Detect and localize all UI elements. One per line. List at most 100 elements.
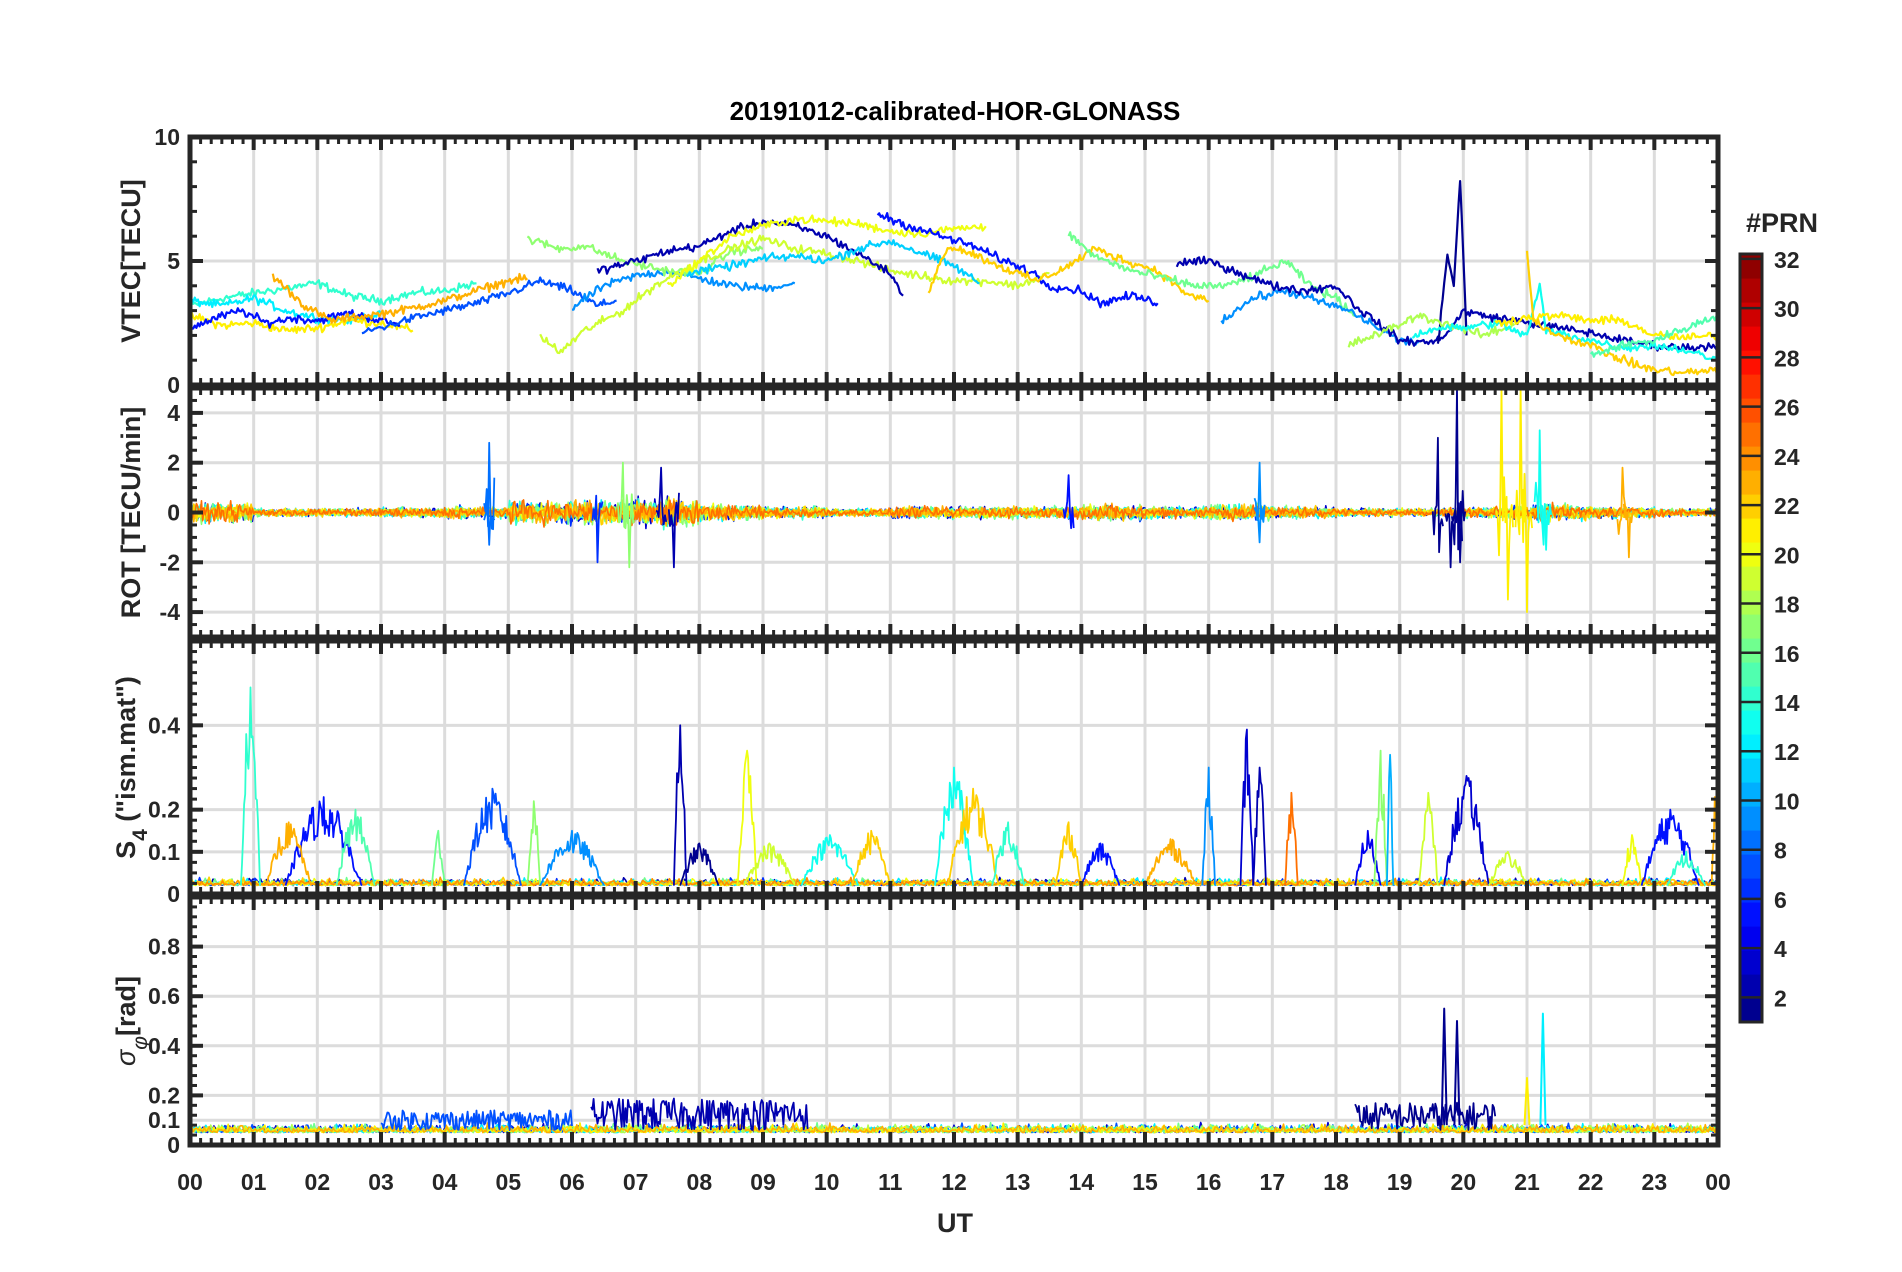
series-line-prn-23: [1144, 838, 1197, 886]
series-line-prn-1: [1451, 388, 1463, 551]
series-line-prn-13: [1533, 429, 1546, 546]
series-line-prn-1: [1453, 1020, 1461, 1126]
colorbar-swatch: [1740, 782, 1762, 807]
series-line-prn-15: [335, 808, 376, 886]
series-line-prn-14: [991, 821, 1025, 886]
y-tick-label: -2: [160, 549, 180, 575]
series-line-prn-22: [1525, 250, 1718, 377]
series-line-prn-5: [1640, 808, 1700, 886]
series-line-prn-20: [736, 749, 758, 886]
colorbar-swatch: [1740, 398, 1762, 423]
colorbar-tick-label: 26: [1774, 395, 1800, 421]
series-line-prn-9: [1253, 461, 1266, 523]
series-line-prn-23: [271, 272, 528, 324]
series-line-prn-19: [743, 842, 796, 887]
x-tick-label: 22: [1578, 1169, 1604, 1195]
series-line-prn-9: [572, 269, 796, 311]
x-axis-label: UT: [937, 1208, 973, 1238]
series-line-prn-1: [1454, 489, 1467, 564]
colorbar-swatch: [1740, 878, 1762, 903]
colorbar-swatch: [1740, 470, 1762, 495]
series-line-prn-17: [526, 235, 764, 277]
y-tick-label: 0: [167, 881, 180, 907]
series-line-prn-17: [623, 493, 636, 569]
y-tick-label: 0.8: [148, 934, 180, 960]
series-line-prn-22: [1055, 821, 1083, 886]
data-lines: [190, 388, 1718, 613]
colorbar-swatch: [1740, 758, 1762, 783]
series-line-prn-23: [265, 821, 312, 886]
colorbar-swatch: [1740, 974, 1762, 999]
series-line-prn-8: [483, 441, 496, 531]
y-axis-label-rest: ("ism.mat"): [111, 676, 141, 829]
y-axis-label: ROT [TECU/min]: [116, 407, 146, 618]
colorbar-tick-label: 22: [1774, 493, 1800, 519]
x-tick-label: 12: [941, 1169, 967, 1195]
series-line-prn-17: [1373, 749, 1388, 886]
x-tick-label: 16: [1196, 1169, 1222, 1195]
series-line-prn-2: [1252, 766, 1267, 886]
series-line-prn-23: [1622, 503, 1635, 559]
panel-sigma_phi: 00.10.2 0.4 0.6 0.8 σφ[rad]: [111, 894, 1721, 1158]
x-tick-label: 01: [241, 1169, 267, 1195]
y-tick-label: 10: [154, 124, 180, 150]
colorbar-swatch: [1740, 926, 1762, 951]
panel-s4: 00.10.20.4S4 ("ism.mat"): [111, 638, 1721, 907]
colorbar-swatch: [1740, 422, 1762, 447]
colorbar-tick-label: 4: [1774, 936, 1787, 962]
series-line-prn-21: [1501, 487, 1514, 601]
series-line-prn-18: [1347, 312, 1516, 348]
x-tick-label: 19: [1387, 1169, 1413, 1195]
colorbar-swatch: [1740, 710, 1762, 735]
colorbar-swatch: [1740, 662, 1762, 687]
colorbar-tick-label: 12: [1774, 739, 1800, 765]
colorbar-swatch: [1740, 854, 1762, 879]
series-line-prn-3: [1239, 728, 1255, 886]
x-tick-label: 17: [1260, 1169, 1286, 1195]
y-axis-label-subscript: 4: [129, 829, 152, 841]
series-line-prn-9: [1253, 504, 1266, 544]
series-line-prn-25: [1284, 791, 1299, 886]
x-tick-label: 08: [687, 1169, 713, 1195]
y-axis-label-rest: [rad]: [111, 976, 141, 1036]
colorbar-swatch: [1740, 734, 1762, 759]
x-tick-label: 00: [177, 1169, 203, 1195]
series-line-prn-22: [946, 787, 1000, 886]
y-tick-label: 0: [167, 500, 180, 526]
series-line-prn-1: [1354, 1101, 1497, 1131]
colorbar-tick-label: 18: [1774, 592, 1800, 618]
colorbar-title: #PRN: [1746, 208, 1818, 238]
series-line-prn-2: [1175, 255, 1718, 352]
x-tick-label: 21: [1514, 1169, 1540, 1195]
y-tick-label: 0: [167, 372, 180, 398]
colorbar-swatch: [1740, 566, 1762, 591]
colorbar-swatch: [1740, 686, 1762, 711]
colorbar-tick-label: 24: [1774, 444, 1800, 470]
data-lines: [190, 180, 1718, 377]
series-line-prn-9: [1201, 766, 1216, 886]
series-line-prn-1: [1444, 507, 1457, 569]
series-line-prn-19: [1488, 850, 1528, 887]
x-tick-label: 15: [1132, 1169, 1158, 1195]
colorbar-swatch: [1740, 902, 1762, 927]
series-line-prn-6: [591, 494, 604, 564]
series-line-prn-19: [539, 234, 1050, 355]
series-line-prn-5: [1080, 842, 1121, 886]
y-axis-label: σφ[rad]: [111, 976, 152, 1066]
series-line-prn-20: [1621, 834, 1643, 886]
series-line-prn-1: [1436, 180, 1468, 344]
series-line-prn-16: [1067, 231, 1356, 317]
colorbar-swatch: [1740, 326, 1762, 351]
x-tick-label: 14: [1069, 1169, 1095, 1195]
series-line-prn-4: [1354, 829, 1382, 886]
colorbar-swatch: [1740, 350, 1762, 375]
y-tick-label: 0: [167, 1132, 180, 1158]
series-line-prn-5: [1062, 474, 1075, 530]
x-tick-label: 20: [1451, 1169, 1477, 1195]
series-line-prn-14: [190, 279, 477, 306]
x-tick-label: 07: [623, 1169, 649, 1195]
colorbar-swatch: [1740, 638, 1762, 663]
colorbar-swatch: [1740, 518, 1762, 543]
colorbar-swatch: [1740, 374, 1762, 399]
